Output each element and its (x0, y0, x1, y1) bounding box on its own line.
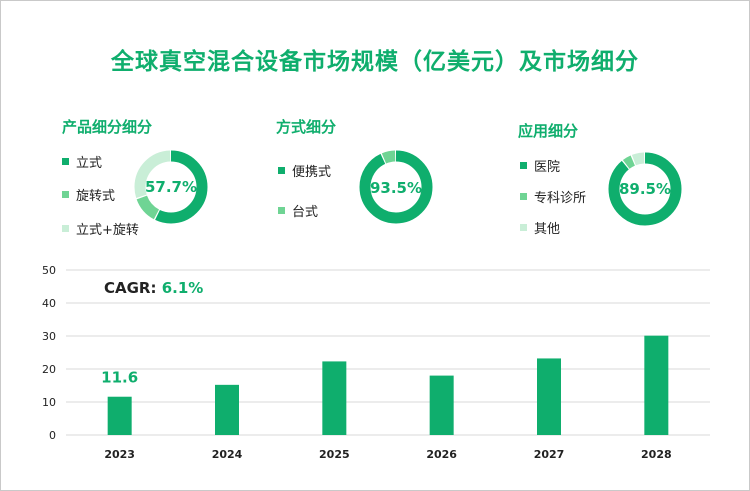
bar (644, 335, 669, 435)
donut-2-title: 方式细分 (276, 118, 337, 136)
legend-label: 台式 (292, 205, 319, 220)
legend-label: 立式+旋转 (76, 223, 139, 238)
legend-swatch (278, 207, 285, 214)
x-tick-label: 2026 (426, 448, 457, 461)
legend-label: 便携式 (292, 165, 332, 180)
cagr-label: CAGR: 6.1% (104, 279, 203, 297)
donut-chart-product (134, 150, 208, 224)
legend-swatch (62, 225, 69, 232)
legend-swatch (62, 158, 69, 165)
legend-label: 专科诊所 (534, 191, 587, 206)
x-tick-label: 2027 (534, 448, 565, 461)
legend-swatch (520, 193, 527, 200)
legend-label: 医院 (534, 160, 561, 175)
y-axis: 0 10 20 30 40 50 (42, 264, 56, 442)
bar (322, 361, 347, 435)
y-tick-label: 40 (42, 297, 56, 310)
donut-chart-application (608, 152, 682, 226)
bar (429, 375, 454, 435)
legend-item: 台式 (278, 201, 318, 220)
legend-item: 立式+旋转 (62, 219, 139, 238)
page-title: 全球真空混合设备市场规模（亿美元）及市场细分 (111, 49, 639, 75)
donut-segment (134, 150, 208, 224)
donut-chart-method (359, 150, 433, 224)
legend-item: 便携式 (278, 161, 331, 180)
x-axis: 2023 2024 2025 2026 2027 2028 (104, 448, 671, 461)
y-tick-label: 0 (49, 429, 56, 442)
donut-3-title: 应用细分 (518, 122, 579, 140)
donut-1-value-label: 57.7% (145, 178, 197, 196)
y-tick-label: 50 (42, 264, 56, 277)
legend-item: 其他 (520, 218, 560, 237)
x-tick-label: 2028 (641, 448, 672, 461)
y-tick-label: 30 (42, 330, 56, 343)
legend-label: 立式 (76, 156, 103, 171)
gridlines (66, 269, 710, 436)
bar (215, 384, 239, 435)
donut-3-value-label: 89.5% (619, 180, 671, 198)
data-labels: 11.6 (101, 369, 138, 387)
y-tick-label: 10 (42, 396, 56, 409)
legend-item: 立式 (62, 152, 102, 171)
legend-item: 专科诊所 (520, 187, 586, 206)
donut-2-value-label: 93.5% (370, 179, 422, 197)
cagr-label-text: CAGR: (104, 279, 156, 297)
donut-1-title: 产品细分细分 (62, 118, 153, 136)
donut-segment (134, 150, 208, 224)
x-tick-label: 2023 (104, 448, 135, 461)
legend-swatch (520, 162, 527, 169)
legend-swatch (278, 167, 285, 174)
legend-item: 旋转式 (62, 185, 115, 204)
x-tick-label: 2025 (319, 448, 350, 461)
legend-swatch (520, 224, 527, 231)
bar (107, 396, 132, 435)
y-tick-label: 20 (42, 363, 56, 376)
bar (537, 358, 561, 435)
cagr-value: 6.1% (162, 279, 204, 297)
legend-swatch (62, 191, 69, 198)
legend-label: 旋转式 (76, 189, 116, 204)
legend-item: 医院 (520, 156, 560, 175)
legend-label: 其他 (534, 222, 561, 237)
donut-segment (359, 150, 433, 224)
data-label: 11.6 (101, 369, 138, 387)
x-tick-label: 2024 (212, 448, 243, 461)
bar-series (107, 335, 669, 435)
donut-segment (608, 152, 682, 226)
